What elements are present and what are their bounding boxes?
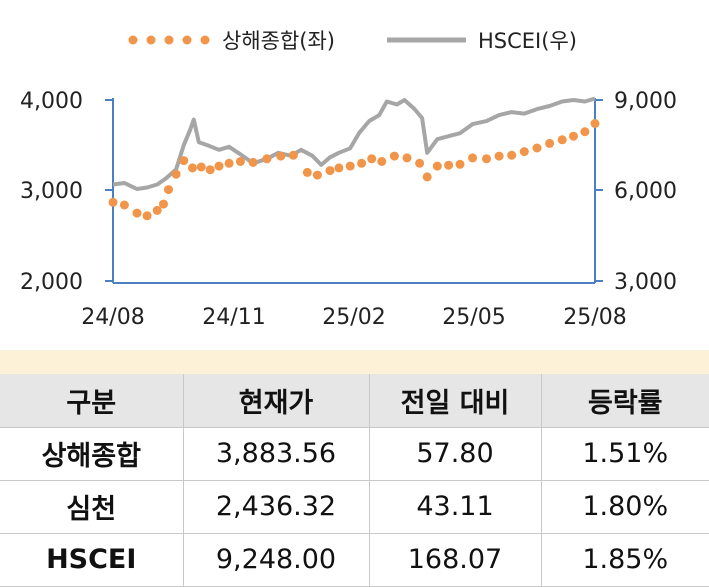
row-current-price: 3,883.56 (182, 426, 370, 481)
data-point-shanghai (171, 169, 181, 179)
data-point-shanghai (312, 170, 322, 180)
data-point-shanghai (468, 153, 478, 163)
header-change-rate: 등락률 (540, 374, 709, 428)
data-point-shanghai (557, 135, 567, 145)
data-point-shanghai (415, 158, 425, 168)
y-right-ticks: 9,000 6,000 3,000 (595, 89, 677, 295)
data-point-shanghai (432, 161, 442, 171)
data-point-shanghai (214, 161, 224, 171)
data-point-shanghai (119, 200, 129, 210)
data-point-shanghai (288, 150, 298, 160)
header-change: 전일 대비 (368, 374, 542, 428)
x-tick-label: 25/08 (563, 305, 626, 330)
data-point-shanghai (377, 157, 387, 166)
line-chart: 상해종합(좌) HSCEI(우) 4,000 3,000 2,000 9,000… (20, 29, 677, 330)
data-point-shanghai (389, 151, 399, 161)
x-tick-label: 25/05 (442, 305, 505, 330)
data-point-shanghai (482, 154, 491, 164)
row-change: 57.80 (368, 426, 542, 481)
data-point-shanghai (235, 157, 245, 166)
table-row: HSCEI 9,248.00 168.07 1.85% (0, 532, 709, 587)
data-point-shanghai (507, 150, 517, 160)
data-point-shanghai (262, 154, 272, 164)
series-layer (108, 96, 600, 221)
table-row: 상해종합 3,883.56 57.80 1.51% (0, 426, 709, 481)
legend: 상해종합(좌) HSCEI(우) (128, 29, 577, 53)
data-point-shanghai (132, 208, 142, 218)
data-point-shanghai (164, 185, 173, 195)
y-right-tick-label: 9,000 (614, 89, 677, 114)
chart-area: 상해종합(좌) HSCEI(우) 4,000 3,000 2,000 9,000… (0, 0, 709, 350)
data-point-shanghai (334, 163, 344, 173)
data-point-shanghai (224, 158, 234, 168)
data-point-shanghai (357, 158, 367, 168)
header-category: 구분 (0, 374, 184, 428)
x-ticks: 24/08 24/11 25/02 25/05 25/08 (81, 305, 626, 330)
x-tick-label: 24/11 (202, 305, 265, 330)
table-header-row: 구분 현재가 전일 대비 등락률 (0, 374, 709, 428)
data-point-shanghai (569, 131, 578, 141)
legend-label-hscei: HSCEI(우) (478, 29, 577, 53)
row-change-rate: 1.85% (540, 532, 709, 587)
y-left-tick-label: 3,000 (20, 179, 83, 204)
row-change-rate: 1.51% (540, 426, 709, 481)
data-point-shanghai (455, 159, 465, 169)
data-point-shanghai (179, 156, 189, 166)
data-point-shanghai (532, 143, 542, 153)
y-right-tick-label: 3,000 (614, 270, 677, 295)
row-name: 상해종합 (0, 426, 184, 481)
data-point-shanghai (402, 153, 412, 163)
row-change: 168.07 (368, 532, 542, 587)
row-current-price: 9,248.00 (182, 532, 370, 587)
separator-band (0, 350, 709, 374)
row-current-price: 2,436.32 (182, 479, 370, 534)
y-left-ticks: 4,000 3,000 2,000 (20, 89, 113, 295)
data-point-shanghai (188, 163, 197, 173)
y-right-tick-label: 6,000 (614, 179, 677, 204)
data-point-shanghai (494, 151, 504, 161)
data-point-shanghai (108, 197, 118, 207)
data-point-shanghai (545, 138, 555, 148)
row-change: 43.11 (368, 479, 542, 534)
legend-marker-shanghai (128, 35, 210, 45)
table-row: 심천 2,436.32 43.11 1.80% (0, 479, 709, 534)
x-tick-label: 24/08 (81, 305, 144, 330)
data-point-shanghai (325, 166, 335, 176)
data-point-shanghai (422, 172, 432, 182)
data-point-shanghai (142, 211, 152, 221)
data-point-shanghai (580, 127, 590, 137)
data-point-shanghai (152, 205, 162, 215)
data-point-shanghai (159, 199, 168, 209)
y-left-tick-label: 2,000 (20, 270, 83, 295)
data-point-shanghai (519, 147, 529, 157)
data-point-shanghai (196, 162, 206, 172)
data-point-shanghai (276, 151, 286, 161)
row-name: HSCEI (0, 532, 184, 587)
data-point-shanghai (205, 165, 215, 175)
y-left-tick-label: 4,000 (20, 89, 83, 114)
legend-label-shanghai: 상해종합(좌) (222, 29, 335, 53)
data-point-shanghai (367, 154, 377, 164)
index-table: 구분 현재가 전일 대비 등락률 상해종합 3,883.56 57.80 1.5… (0, 374, 709, 587)
data-point-shanghai (248, 157, 258, 167)
row-change-rate: 1.80% (540, 479, 709, 534)
series-line-hscei (112, 96, 596, 191)
data-point-shanghai (590, 119, 600, 128)
data-point-shanghai (302, 167, 312, 177)
data-point-shanghai (345, 161, 355, 171)
header-current-price: 현재가 (182, 374, 370, 428)
data-point-shanghai (444, 160, 454, 170)
x-tick-label: 25/02 (322, 305, 385, 330)
row-name: 심천 (0, 479, 184, 534)
